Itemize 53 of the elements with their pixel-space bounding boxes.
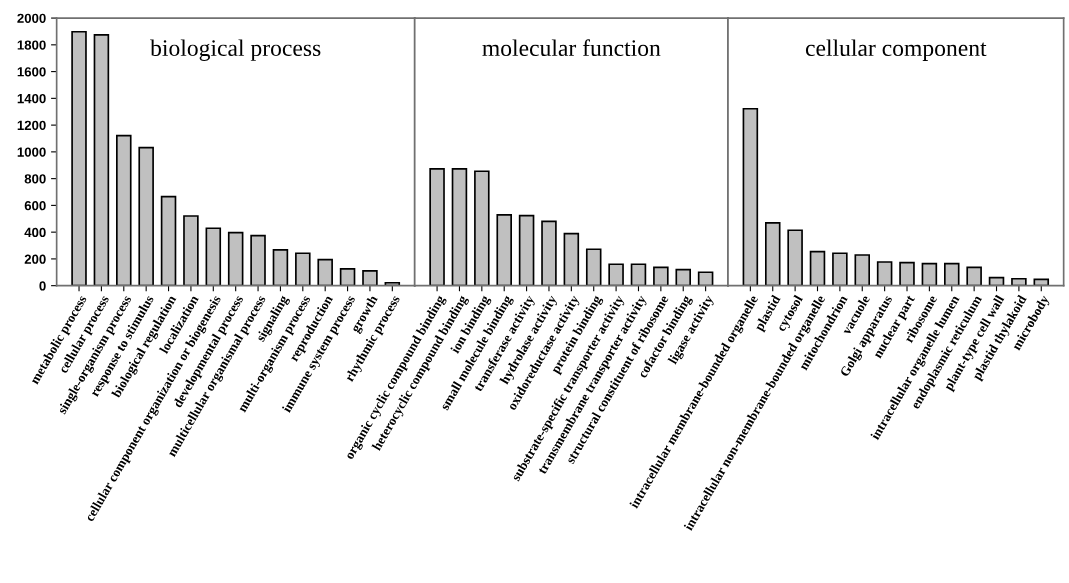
y-tick-label: 0 [39,281,46,291]
bar [675,268,692,286]
bar [697,271,714,286]
bar [295,252,311,286]
bar [653,266,669,286]
y-tick-label: 400 [24,227,46,238]
bar [496,214,512,286]
y-tick-label: 1800 [17,40,46,50]
bar [563,232,580,286]
bar [630,263,647,286]
bar [138,146,154,286]
bar [451,168,468,286]
bar [742,107,759,286]
y-tick-label: 1600 [17,67,46,77]
y-tick-label: 1400 [17,93,46,104]
bar [227,231,244,286]
text: molecular function [482,39,661,57]
bar [116,134,132,286]
bar [787,229,803,286]
bar [943,262,960,286]
bar [764,222,781,286]
bar [585,248,602,286]
bar [429,168,445,286]
y-tick-label: 800 [24,174,46,184]
bar [474,170,490,286]
bar [160,195,177,286]
bar [317,258,333,286]
y-tick-label: 2000 [17,13,46,23]
bar [71,30,87,286]
bar [272,249,289,286]
bar [854,254,871,286]
bar [876,261,893,286]
bar [1011,277,1027,286]
bar [832,252,848,286]
bar [183,215,199,286]
text: cellular component [805,39,987,61]
bar [608,263,624,286]
bar [541,220,557,286]
bar [966,266,982,286]
y-tick-label: 200 [24,254,46,264]
bar [250,234,266,286]
bar [809,250,826,286]
bar [921,262,938,286]
bar [518,214,535,286]
bar [899,261,915,286]
y-tick-label: 1000 [17,147,46,157]
y-tick-label: 600 [24,200,46,211]
bar [339,268,356,286]
y-tick-label: 1200 [17,120,46,131]
bar [93,33,110,286]
bar [362,270,378,286]
bar [205,227,222,286]
text: biological process [150,39,321,61]
